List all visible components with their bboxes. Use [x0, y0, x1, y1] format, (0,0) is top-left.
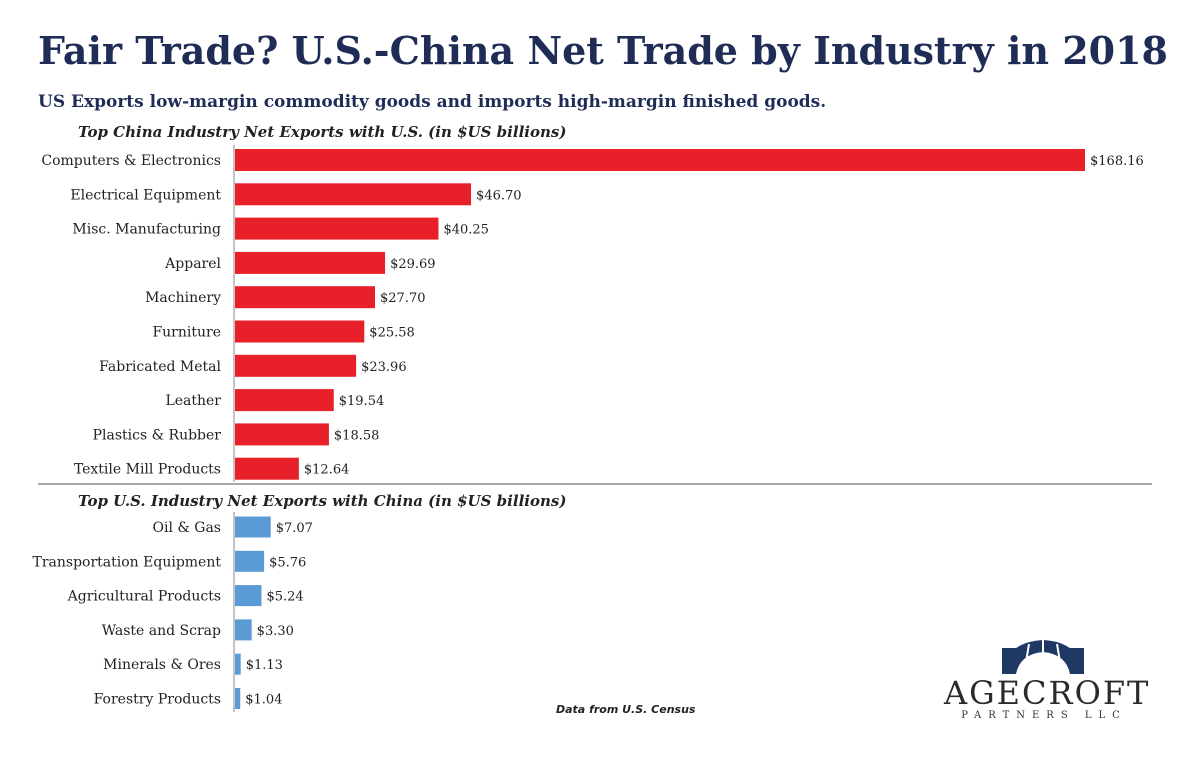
china-bar-leather: [235, 389, 334, 412]
china-bar-furniture: [235, 320, 365, 343]
us-bar-oil-gas: [235, 516, 271, 538]
us-bar-minerals-ores: [235, 653, 241, 675]
china-value-label-misc-manufacturing: $40.25: [443, 223, 489, 238]
china-category-label-furniture: Furniture: [152, 325, 221, 341]
china-value-label-fabricated-metal: $23.96: [361, 360, 407, 375]
agecroft-logo: AGECROFT PARTNERS LLC: [944, 634, 1151, 724]
china-section-title: Top China Industry Net Exports with U.S.…: [78, 123, 567, 141]
china-bar-textile-mill-products: [235, 457, 299, 480]
logo-subtitle: PARTNERS LLC: [961, 710, 1127, 721]
china-value-label-plastics-rubber: $18.58: [334, 428, 380, 443]
china-bar-machinery: [235, 286, 376, 309]
logo-emblem-icon: [1002, 640, 1084, 675]
china-bar-fabricated-metal: [235, 354, 357, 377]
china-bar-apparel: [235, 251, 386, 274]
us-value-label-transportation-equipment: $5.76: [269, 555, 306, 570]
china-value-label-machinery: $27.70: [380, 291, 426, 306]
china-category-label-fabricated-metal: Fabricated Metal: [99, 359, 221, 375]
china-bar-electrical-equipment: [235, 183, 472, 206]
us-category-label-waste-and-scrap: Waste and Scrap: [102, 623, 221, 639]
china-value-label-computers-electronics: $168.16: [1090, 154, 1144, 169]
china-category-label-plastics-rubber: Plastics & Rubber: [93, 427, 222, 443]
chart-subtitle: US Exports low-margin commodity goods an…: [38, 92, 827, 112]
us-value-label-forestry-products: $1.04: [245, 693, 282, 708]
china-bar-misc-manufacturing: [235, 217, 439, 240]
us-value-label-waste-and-scrap: $3.30: [257, 624, 294, 639]
us-value-label-agricultural-products: $5.24: [266, 590, 303, 605]
source-note: Data from U.S. Census: [556, 703, 696, 716]
us-category-label-forestry-products: Forestry Products: [94, 692, 221, 708]
china-bar-computers-electronics: [235, 149, 1085, 171]
us-value-label-oil-gas: $7.07: [276, 521, 313, 536]
china-value-label-furniture: $25.58: [369, 326, 415, 341]
us-bars-group: Oil & Gas $7.07 Transportation Equipment $5…: [33, 516, 313, 709]
us-category-label-oil-gas: Oil & Gas: [152, 520, 221, 536]
us-category-label-minerals-ores: Minerals & Ores: [103, 657, 221, 673]
china-bar-plastics-rubber: [235, 423, 329, 446]
logo-name: AGECROFT: [944, 674, 1151, 712]
us-bar-waste-and-scrap: [235, 619, 252, 641]
chart-title: Fair Trade? U.S.-China Net Trade by Indu…: [38, 28, 1168, 73]
us-section-title: Top U.S. Industry Net Exports with China…: [78, 492, 567, 510]
china-value-label-apparel: $29.69: [390, 257, 436, 272]
china-category-label-electrical-equipment: Electrical Equipment: [70, 187, 221, 203]
china-value-label-leather: $19.54: [339, 394, 385, 409]
us-bar-forestry-products: [235, 688, 241, 709]
china-category-label-textile-mill-products: Textile Mill Products: [74, 462, 221, 478]
us-value-label-minerals-ores: $1.13: [246, 658, 283, 673]
us-category-label-transportation-equipment: Transportation Equipment: [33, 554, 222, 570]
us-bar-transportation-equipment: [235, 550, 265, 572]
china-value-label-electrical-equipment: $46.70: [476, 188, 521, 203]
us-bar-agricultural-products: [235, 585, 262, 607]
china-category-label-misc-manufacturing: Misc. Manufacturing: [72, 222, 221, 238]
china-value-label-textile-mill-products: $12.64: [304, 463, 350, 478]
us-category-label-agricultural-products: Agricultural Products: [67, 589, 221, 605]
china-category-label-computers-electronics: Computers & Electronics: [41, 153, 221, 169]
china-category-label-apparel: Apparel: [164, 256, 221, 272]
china-bars-group: Computers & Electronics $168.16 Electrical…: [41, 149, 1144, 480]
china-category-label-machinery: Machinery: [145, 290, 221, 306]
china-category-label-leather: Leather: [165, 393, 221, 409]
